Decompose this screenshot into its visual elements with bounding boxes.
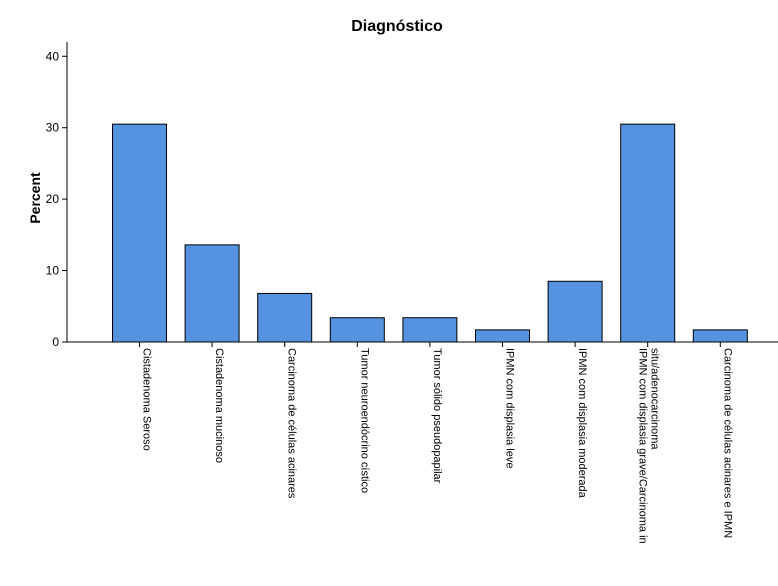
x-tick-label: IPMN com displasia leve <box>504 348 516 468</box>
x-tick-label: IPMN com displasia moderada <box>576 348 588 499</box>
y-axis-ticks: 0 10 20 30 40 <box>46 49 67 349</box>
bar <box>257 292 313 343</box>
bar <box>620 123 676 343</box>
y-tick-label: 30 <box>46 121 60 135</box>
x-tick-label: situ/adenocarcinoma <box>649 348 661 450</box>
x-axis-ticks: Cistadenoma Seroso Cistadenoma mucinoso Ca… <box>139 342 733 544</box>
y-axis-label: Percent <box>27 172 43 224</box>
bar <box>475 329 530 343</box>
bar <box>112 123 167 343</box>
x-tick-label: IPMN com displasia grave/Carcinoma in <box>637 348 649 544</box>
bar <box>402 317 458 343</box>
bars <box>112 123 748 343</box>
x-tick-label: Carcinoma de células acinares e IPMN <box>721 348 733 538</box>
x-tick-label: Cistadenoma mucinoso <box>213 348 225 463</box>
chart-title: Diagnóstico <box>351 18 443 35</box>
bar <box>184 244 240 343</box>
y-tick-label: 0 <box>52 335 59 349</box>
y-tick-label: 10 <box>46 264 60 278</box>
bar <box>692 329 748 343</box>
bar <box>547 280 603 343</box>
x-tick-label: Tumor sólido pseudopapilar <box>431 348 443 484</box>
bar <box>329 317 385 343</box>
x-tick-label: Carcinoma de células acinares <box>286 348 298 499</box>
x-tick-label: Cistadenoma Seroso <box>141 348 153 451</box>
x-tick-label: Tumor neuroendócrino cístico <box>358 348 370 493</box>
y-tick-label: 40 <box>46 49 60 63</box>
y-tick-label: 20 <box>46 192 60 206</box>
